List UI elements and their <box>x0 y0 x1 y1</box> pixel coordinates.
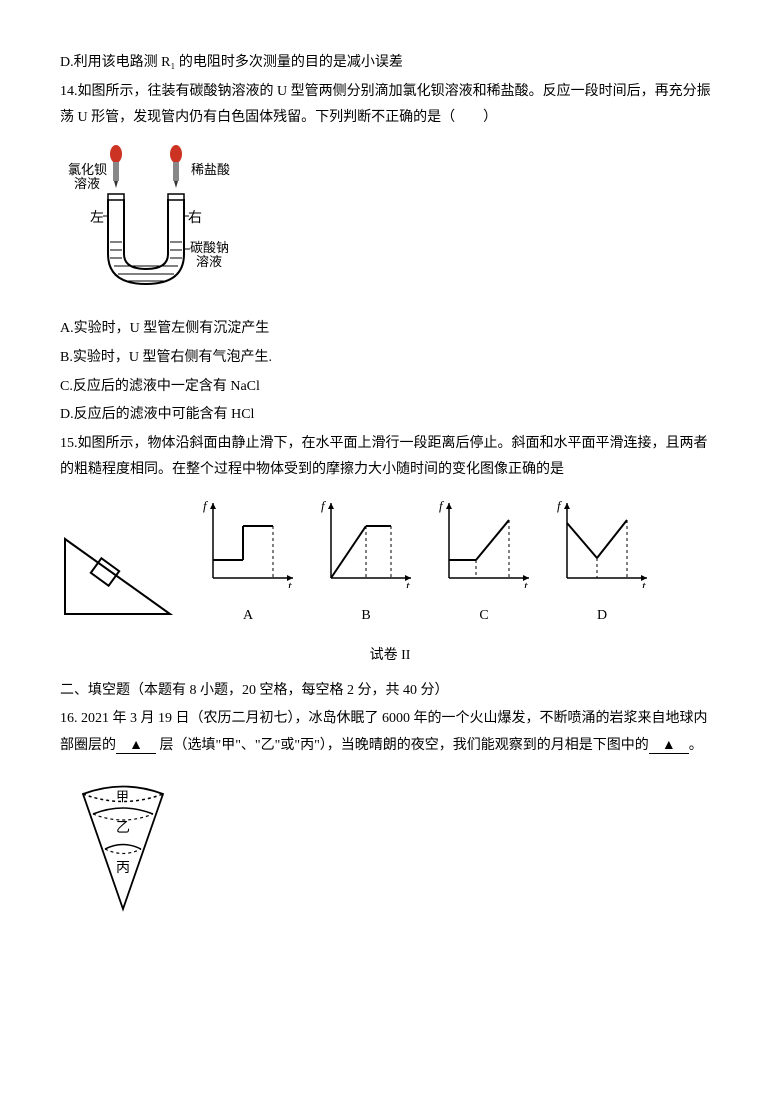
svg-text:f: f <box>321 498 327 513</box>
svg-text:f: f <box>557 498 563 513</box>
u-tube-center-label: 碳酸钠 <box>190 240 229 255</box>
u-tube-right-char: 右 <box>188 210 202 226</box>
graph-c-label: C <box>434 603 534 630</box>
q16-blank1: ▲ <box>116 739 156 754</box>
svg-text:t: t <box>288 578 292 588</box>
graph-b-label: B <box>316 603 416 630</box>
u-tube-diagram: 氯化钡 溶液 稀盐酸 左 右 碳酸钠 溶液 <box>68 144 720 305</box>
svg-text:t: t <box>524 578 528 588</box>
graph-a-label: A <box>198 603 298 630</box>
q14-option-c: C.反应后的滤液中一定含有 NaCl <box>60 374 720 401</box>
q16-part2: 层（选填"甲"、"乙"或"丙"），当晚晴朗的夜空，我们能观察到的月相是下图中的 <box>160 738 649 753</box>
q16-part3: 。 <box>689 738 703 753</box>
section2-heading: 试卷 II <box>60 643 720 670</box>
graph-c: f t C <box>434 498 534 629</box>
cone-bot: 丙 <box>116 861 130 876</box>
incline-diagram <box>60 529 180 630</box>
svg-text:t: t <box>642 578 646 588</box>
graph-b: f t B <box>316 498 416 629</box>
q15-graphs-row: f t A f t B <box>60 498 720 629</box>
q15-stem-text: 15.如图所示，物体沿斜面由静止滑下，在水平面上滑行一段距离后停止。斜面和水平面… <box>60 436 708 478</box>
q14-option-d: D.反应后的滤液中可能含有 HCl <box>60 402 720 429</box>
svg-text:t: t <box>406 578 410 588</box>
section2-intro: 二、填空题（本题有 8 小题，20 空格，每空格 2 分，共 40 分） <box>60 678 720 705</box>
q14-stem: 14.如图所示，往装有碳酸钠溶液的 U 型管两侧分别滴加氯化钡溶液和稀盐酸。反应… <box>60 79 720 132</box>
cone-svg: 甲 乙 丙 <box>68 774 178 914</box>
q13-d-text: D.利用该电路测 R₁ 的电阻时多次测量的目的是减小误差 <box>60 55 403 70</box>
cone-mid: 乙 <box>116 820 130 836</box>
u-tube-svg: 氯化钡 溶液 稀盐酸 左 右 碳酸钠 溶液 <box>68 144 238 294</box>
cone-diagram: 甲 乙 丙 <box>68 774 720 925</box>
graph-a: f t A <box>198 498 298 629</box>
graph-d: f t D <box>552 498 652 629</box>
u-tube-left-char: 左 <box>90 210 104 226</box>
svg-text:溶液: 溶液 <box>74 176 100 191</box>
graph-d-label: D <box>552 603 652 630</box>
svg-text:溶液: 溶液 <box>196 254 222 269</box>
q15-stem: 15.如图所示，物体沿斜面由静止滑下，在水平面上滑行一段距离后停止。斜面和水平面… <box>60 431 720 484</box>
svg-text:f: f <box>203 498 209 513</box>
q16-stem: 16. 2021 年 3 月 19 日（农历二月初七），冰岛休眠了 6000 年… <box>60 706 720 759</box>
q14-option-a: A.实验时，U 型管左侧有沉淀产生 <box>60 316 720 343</box>
cone-top: 甲 <box>116 789 129 804</box>
q13-option-d: D.利用该电路测 R₁ 的电阻时多次测量的目的是减小误差 <box>60 50 720 77</box>
q14-stem-text: 14.如图所示，往装有碳酸钠溶液的 U 型管两侧分别滴加氯化钡溶液和稀盐酸。反应… <box>60 84 711 126</box>
q14-option-b: B.实验时，U 型管右侧有气泡产生. <box>60 345 720 372</box>
q16-blank2: ▲ <box>649 739 689 754</box>
u-tube-left-label: 氯化钡 <box>68 162 107 177</box>
u-tube-right-label: 稀盐酸 <box>191 162 230 177</box>
svg-text:f: f <box>439 498 445 513</box>
